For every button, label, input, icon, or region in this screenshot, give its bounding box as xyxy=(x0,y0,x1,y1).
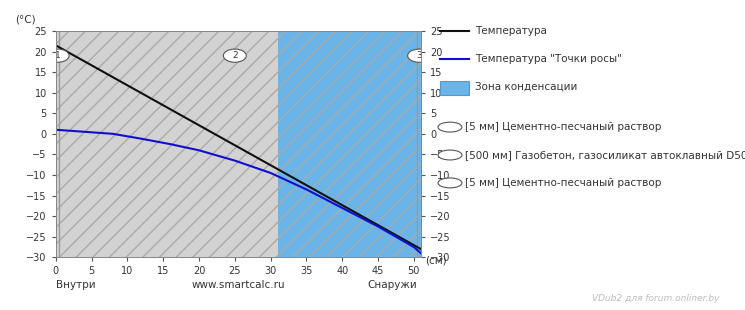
Circle shape xyxy=(224,49,247,62)
Text: 1: 1 xyxy=(55,51,60,60)
Circle shape xyxy=(408,49,431,62)
Text: 3: 3 xyxy=(416,51,422,60)
Text: 2: 2 xyxy=(232,51,238,60)
Text: Внутри: Внутри xyxy=(56,280,95,290)
Text: 2: 2 xyxy=(447,150,453,160)
Text: [500 мм] Газобетон, газосиликат автоклавный D500: [500 мм] Газобетон, газосиликат автоклав… xyxy=(465,150,745,160)
Text: VDub2 для forum.onliner.by: VDub2 для forum.onliner.by xyxy=(592,294,720,303)
Text: Температура: Температура xyxy=(475,26,547,36)
Text: (см): (см) xyxy=(425,255,446,265)
Text: Зона конденсации: Зона конденсации xyxy=(475,82,577,92)
Circle shape xyxy=(46,49,69,62)
Text: 1: 1 xyxy=(447,122,453,132)
Text: [5 мм] Цементно-песчаный раствор: [5 мм] Цементно-песчаный раствор xyxy=(465,122,662,132)
Text: Снаружи: Снаружи xyxy=(367,280,417,290)
Text: Температура "Точки росы": Температура "Точки росы" xyxy=(475,54,622,64)
Text: [5 мм] Цементно-песчаный раствор: [5 мм] Цементно-песчаный раствор xyxy=(465,178,662,188)
Text: www.smartcalc.ru: www.smartcalc.ru xyxy=(191,280,285,290)
Text: (°C): (°C) xyxy=(15,15,36,25)
Text: 3: 3 xyxy=(447,178,453,188)
Bar xyxy=(278,31,421,257)
